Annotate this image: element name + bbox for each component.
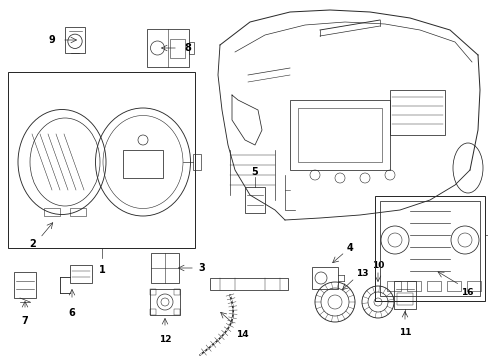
Bar xyxy=(147,29,189,67)
Bar xyxy=(14,272,36,298)
Bar xyxy=(244,187,264,213)
Bar xyxy=(150,289,156,295)
Text: 5: 5 xyxy=(251,167,258,177)
Text: 11: 11 xyxy=(398,328,410,337)
Text: 14: 14 xyxy=(235,330,248,339)
Bar xyxy=(466,280,480,291)
Bar xyxy=(311,267,337,289)
Bar xyxy=(174,289,180,295)
Text: 7: 7 xyxy=(21,316,28,326)
Bar xyxy=(379,201,479,296)
Text: 10: 10 xyxy=(371,261,384,270)
Bar xyxy=(289,100,389,170)
Bar xyxy=(446,280,460,291)
Bar xyxy=(8,72,195,248)
Text: 1: 1 xyxy=(99,265,105,275)
Bar xyxy=(70,265,92,283)
Text: 9: 9 xyxy=(48,35,55,45)
Bar xyxy=(396,293,412,305)
Text: 3: 3 xyxy=(198,263,205,273)
Bar xyxy=(389,90,444,135)
Bar xyxy=(209,278,287,290)
Bar xyxy=(123,150,163,178)
Bar xyxy=(150,309,156,315)
Bar xyxy=(44,208,60,216)
Bar xyxy=(174,309,180,315)
Bar xyxy=(64,27,85,53)
Bar xyxy=(406,280,420,291)
Bar xyxy=(150,289,180,315)
Bar xyxy=(189,42,194,54)
Text: 12: 12 xyxy=(159,335,171,344)
Bar xyxy=(193,154,201,170)
Bar xyxy=(297,108,381,162)
Bar xyxy=(386,280,400,291)
Text: 16: 16 xyxy=(460,288,472,297)
Bar xyxy=(70,208,86,216)
Bar xyxy=(151,253,179,283)
Bar xyxy=(170,39,184,58)
Text: 6: 6 xyxy=(68,308,75,318)
Text: 8: 8 xyxy=(184,43,191,53)
Text: 2: 2 xyxy=(30,239,36,249)
Bar xyxy=(393,281,415,309)
Bar xyxy=(374,195,484,301)
Text: 4: 4 xyxy=(346,243,353,253)
Bar xyxy=(426,280,440,291)
Text: 13: 13 xyxy=(355,269,367,278)
